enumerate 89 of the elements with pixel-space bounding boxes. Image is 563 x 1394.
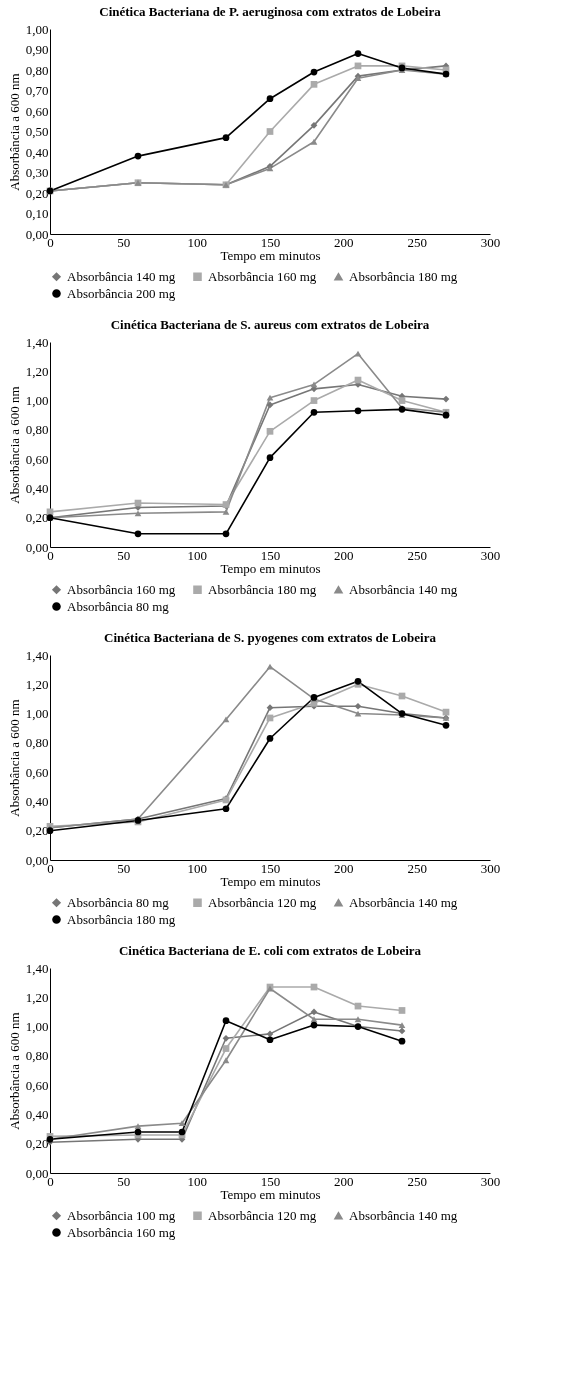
x-tick-label: 250 [407,547,427,563]
x-tick-label: 300 [480,547,501,563]
chart-title: Cinética Bacteriana de P. aeruginosa com extratos de Lobeira [99,4,442,19]
legend-label: Absorbância 180 mg [208,581,317,597]
x-tick-label: 50 [117,1173,131,1189]
legend-label: Absorbância 160 mg [67,581,176,597]
x-axis-title: Tempo em minutos [220,1186,321,1202]
x-tick-label: 200 [334,1173,354,1189]
legend-label: Absorbância 180 mg [349,268,458,284]
legend-label: Absorbância 200 mg [67,285,176,301]
x-tick-label: 0 [47,547,54,563]
y-axis-title: Absorbância a 600 nm [6,386,22,504]
x-tick-label: 250 [407,234,427,250]
x-tick-label: 150 [260,1173,281,1189]
y-tick-label: 1,40 [25,334,49,350]
x-tick-label: 150 [260,234,281,250]
legend-label: Absorbância 180 mg [67,911,176,927]
legend-label: Absorbância 140 mg [349,1207,458,1223]
legend-label: Absorbância 160 mg [208,268,317,284]
legend-label: Absorbância 120 mg [208,894,317,910]
x-tick-label: 200 [334,547,354,563]
x-tick-label: 250 [407,860,427,876]
x-tick-label: 300 [480,860,501,876]
legend-label: Absorbância 120 mg [208,1207,317,1223]
y-tick-label: 0,00 [25,1165,49,1181]
legend-label: Absorbância 160 mg [67,1224,176,1240]
y-axis-title: Absorbância a 600 nm [6,699,22,817]
y-tick-label: 1,40 [25,960,49,976]
y-tick-label: 0,80 [25,62,49,78]
y-tick-label: 0,60 [25,103,49,119]
x-axis-title: Tempo em minutos [220,560,321,576]
legend-label: Absorbância 140 mg [349,894,458,910]
x-tick-label: 0 [47,860,54,876]
x-tick-label: 100 [187,860,207,876]
y-tick-label: 0,00 [25,226,49,242]
y-tick-label: 0,60 [25,764,49,780]
x-axis-title: Tempo em minutos [220,873,321,889]
y-tick-label: 0,00 [25,539,49,555]
y-tick-label: 1,20 [25,363,49,379]
y-tick-label: 0,80 [25,1048,49,1064]
y-tick-label: 0,90 [25,42,49,57]
y-tick-label: 0,00 [25,852,49,868]
x-tick-label: 200 [334,234,354,250]
x-tick-label: 150 [260,547,281,563]
y-tick-label: 0,40 [25,144,49,160]
chart-title: Cinética Bacteriana de S. pyogenes com extratos de Lobeira [104,630,437,645]
y-tick-label: 0,10 [25,206,49,221]
y-tick-label: 0,40 [25,793,49,809]
legend-label: Absorbância 140 mg [349,581,458,597]
chart-title: Cinética Bacteriana de E. coli com extratos de Lobeira [118,943,422,958]
y-tick-label: 1,00 [25,1019,49,1035]
x-tick-label: 50 [117,547,131,563]
x-tick-label: 300 [480,1173,501,1189]
y-tick-label: 1,40 [25,647,49,663]
y-tick-label: 0,30 [25,165,49,180]
y-axis-title: Absorbância a 600 nm [6,73,22,191]
y-axis-title: Absorbância a 600 nm [6,1012,22,1130]
y-tick-label: 1,00 [25,21,49,37]
x-tick-label: 300 [480,234,501,250]
x-tick-label: 0 [47,1173,54,1189]
y-tick-label: 0,50 [25,124,49,139]
x-tick-label: 50 [117,860,131,876]
x-tick-label: 0 [47,234,54,250]
x-tick-label: 100 [187,547,207,563]
x-tick-label: 100 [187,234,207,250]
y-tick-label: 0,80 [25,422,49,438]
y-tick-label: 0,20 [25,1136,49,1152]
y-tick-label: 0,70 [25,83,49,98]
legend-label: Absorbância 80 mg [67,894,170,910]
chart-title: Cinética Bacteriana de S. aureus com extratos de Lobeira [110,317,430,332]
y-tick-label: 1,20 [25,676,49,692]
x-tick-label: 150 [260,860,281,876]
y-tick-label: 1,20 [25,989,49,1005]
legend-label: Absorbância 100 mg [67,1207,176,1223]
legend-label: Absorbância 80 mg [67,598,170,614]
legend-label: Absorbância 140 mg [67,268,176,284]
x-tick-label: 250 [407,1173,427,1189]
y-tick-label: 0,60 [25,1077,49,1093]
x-tick-label: 50 [117,234,131,250]
y-tick-label: 0,80 [25,735,49,751]
y-tick-label: 1,00 [25,393,49,409]
y-tick-label: 0,40 [25,1106,49,1122]
x-tick-label: 200 [334,860,354,876]
y-tick-label: 1,00 [25,706,49,722]
y-tick-label: 0,60 [25,451,49,467]
x-tick-label: 100 [187,1173,207,1189]
x-axis-title: Tempo em minutos [220,247,321,263]
y-tick-label: 0,40 [25,480,49,496]
y-tick-label: 0,20 [25,185,49,201]
